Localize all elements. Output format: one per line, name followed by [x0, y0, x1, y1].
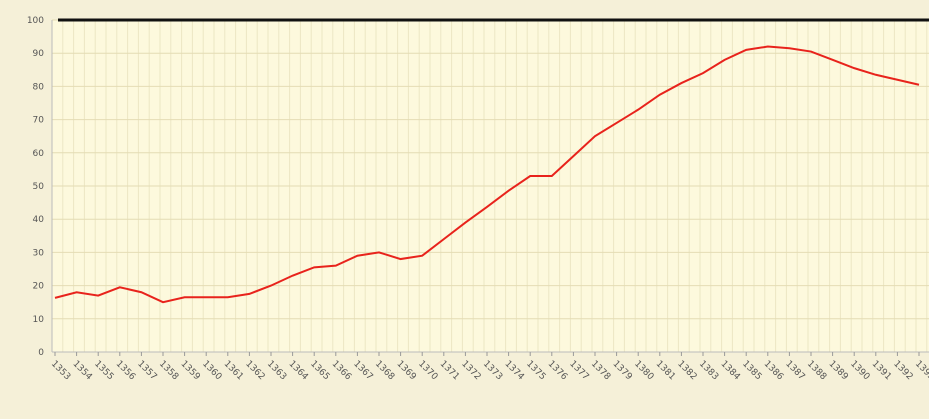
y-tick-label: 60: [33, 149, 45, 159]
y-tick-label: 50: [33, 182, 45, 192]
y-tick-label: 10: [33, 315, 45, 325]
y-tick-label: 100: [27, 16, 44, 26]
y-tick-label: 90: [33, 49, 45, 59]
chart: 0102030405060708090100135313541355135613…: [0, 0, 929, 419]
y-tick-label: 0: [38, 348, 44, 358]
y-tick-label: 70: [33, 116, 45, 126]
y-tick-label: 20: [33, 282, 45, 292]
y-tick-label: 30: [33, 248, 45, 258]
y-tick-label: 80: [33, 82, 45, 92]
y-tick-label: 40: [33, 215, 45, 225]
